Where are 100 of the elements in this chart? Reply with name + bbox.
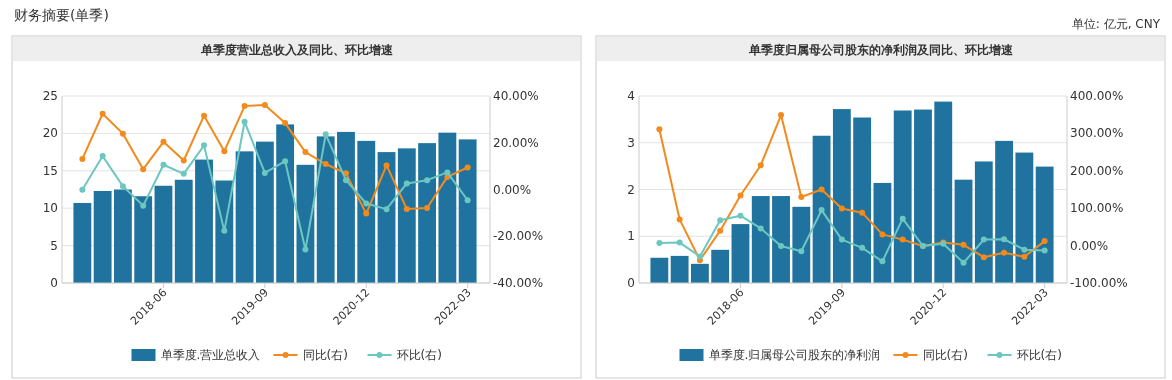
point [261, 102, 268, 109]
point [180, 170, 187, 177]
bar [337, 131, 355, 283]
point [302, 149, 309, 156]
bar [670, 255, 689, 283]
y-tick-label: 1 [627, 229, 635, 244]
point [676, 216, 683, 223]
point [757, 162, 764, 169]
point [241, 103, 248, 110]
bar [731, 224, 750, 283]
bar [134, 196, 153, 283]
bar [1015, 152, 1034, 283]
point [79, 155, 86, 162]
point [464, 197, 471, 204]
point [899, 236, 906, 243]
point [363, 210, 370, 217]
bar [853, 117, 872, 283]
point [879, 231, 886, 238]
point [818, 186, 825, 193]
point [160, 161, 167, 168]
legend-label: 单季度.归属母公司股东的净利润 [708, 348, 881, 362]
point [798, 248, 805, 255]
point [717, 227, 724, 234]
bar [93, 191, 112, 283]
y-tick-label: 2 [627, 182, 635, 197]
point [383, 206, 390, 213]
bar [113, 189, 132, 283]
y-tick-label: 25 [42, 89, 58, 103]
point [899, 215, 906, 222]
bar [235, 151, 254, 283]
bar [650, 257, 669, 283]
bar [418, 143, 437, 283]
point [342, 177, 349, 184]
y2-tick-label: -20.00% [493, 229, 544, 244]
point [1041, 247, 1048, 254]
point [99, 153, 106, 160]
point [282, 158, 289, 165]
point [424, 204, 431, 211]
point [960, 259, 967, 266]
point [778, 242, 785, 249]
point [140, 202, 147, 209]
text: 财务摘要(单季) [14, 7, 109, 23]
bar [458, 139, 477, 283]
bar [174, 179, 193, 283]
bar [914, 109, 932, 283]
point [464, 164, 471, 171]
point [717, 217, 724, 224]
point [838, 236, 845, 243]
point [444, 169, 451, 176]
point [737, 192, 744, 199]
y2-tick-label: 0.00% [1070, 238, 1109, 253]
point [798, 193, 805, 200]
chart-title: 单季度归属母公司股东的净利润及同比、环比增速 [747, 43, 1014, 57]
bar [792, 206, 811, 283]
bar [690, 263, 709, 283]
point [201, 142, 208, 149]
point [383, 162, 390, 169]
legend-label: 环比(右) [396, 348, 442, 362]
point [838, 205, 845, 212]
bar [711, 249, 730, 283]
y-tick-label: 3 [627, 135, 635, 150]
bar [276, 124, 295, 283]
point [859, 209, 866, 216]
legend-label: 同比(右) [302, 348, 348, 362]
point [1001, 249, 1008, 256]
y2-tick-label: 400.00% [1070, 89, 1124, 103]
point [1021, 253, 1028, 260]
bar [73, 202, 92, 283]
chart-title: 单季度营业总收入及同比、环比增速 [199, 43, 394, 57]
y-tick-label: 10 [42, 201, 58, 216]
point [403, 205, 410, 212]
y-tick-label: 0 [50, 276, 58, 290]
point [79, 186, 86, 193]
y2-tick-label: 100.00% [1070, 201, 1124, 216]
bar [934, 101, 953, 283]
point [99, 110, 106, 117]
point [1021, 246, 1028, 253]
point [322, 131, 329, 138]
y-tick-label: 20 [42, 126, 58, 141]
point [403, 180, 410, 187]
point [656, 239, 663, 246]
point [282, 120, 289, 127]
bar [397, 148, 416, 283]
point [180, 157, 187, 164]
bar [316, 136, 335, 283]
bar [812, 135, 831, 283]
y2-tick-label: 40.00% [493, 89, 539, 103]
legend-label: 单季度.营业总收入 [160, 348, 261, 362]
point [859, 244, 866, 251]
y2-tick-label: 300.00% [1070, 126, 1124, 141]
point [737, 212, 744, 219]
point [424, 177, 431, 184]
bar [154, 185, 173, 283]
bar [377, 152, 396, 283]
y2-tick-label: 200.00% [1070, 163, 1124, 178]
y2-tick-label: -40.00% [493, 276, 544, 290]
point [119, 183, 126, 190]
point [980, 254, 987, 261]
bar [195, 159, 213, 283]
point [879, 258, 886, 265]
